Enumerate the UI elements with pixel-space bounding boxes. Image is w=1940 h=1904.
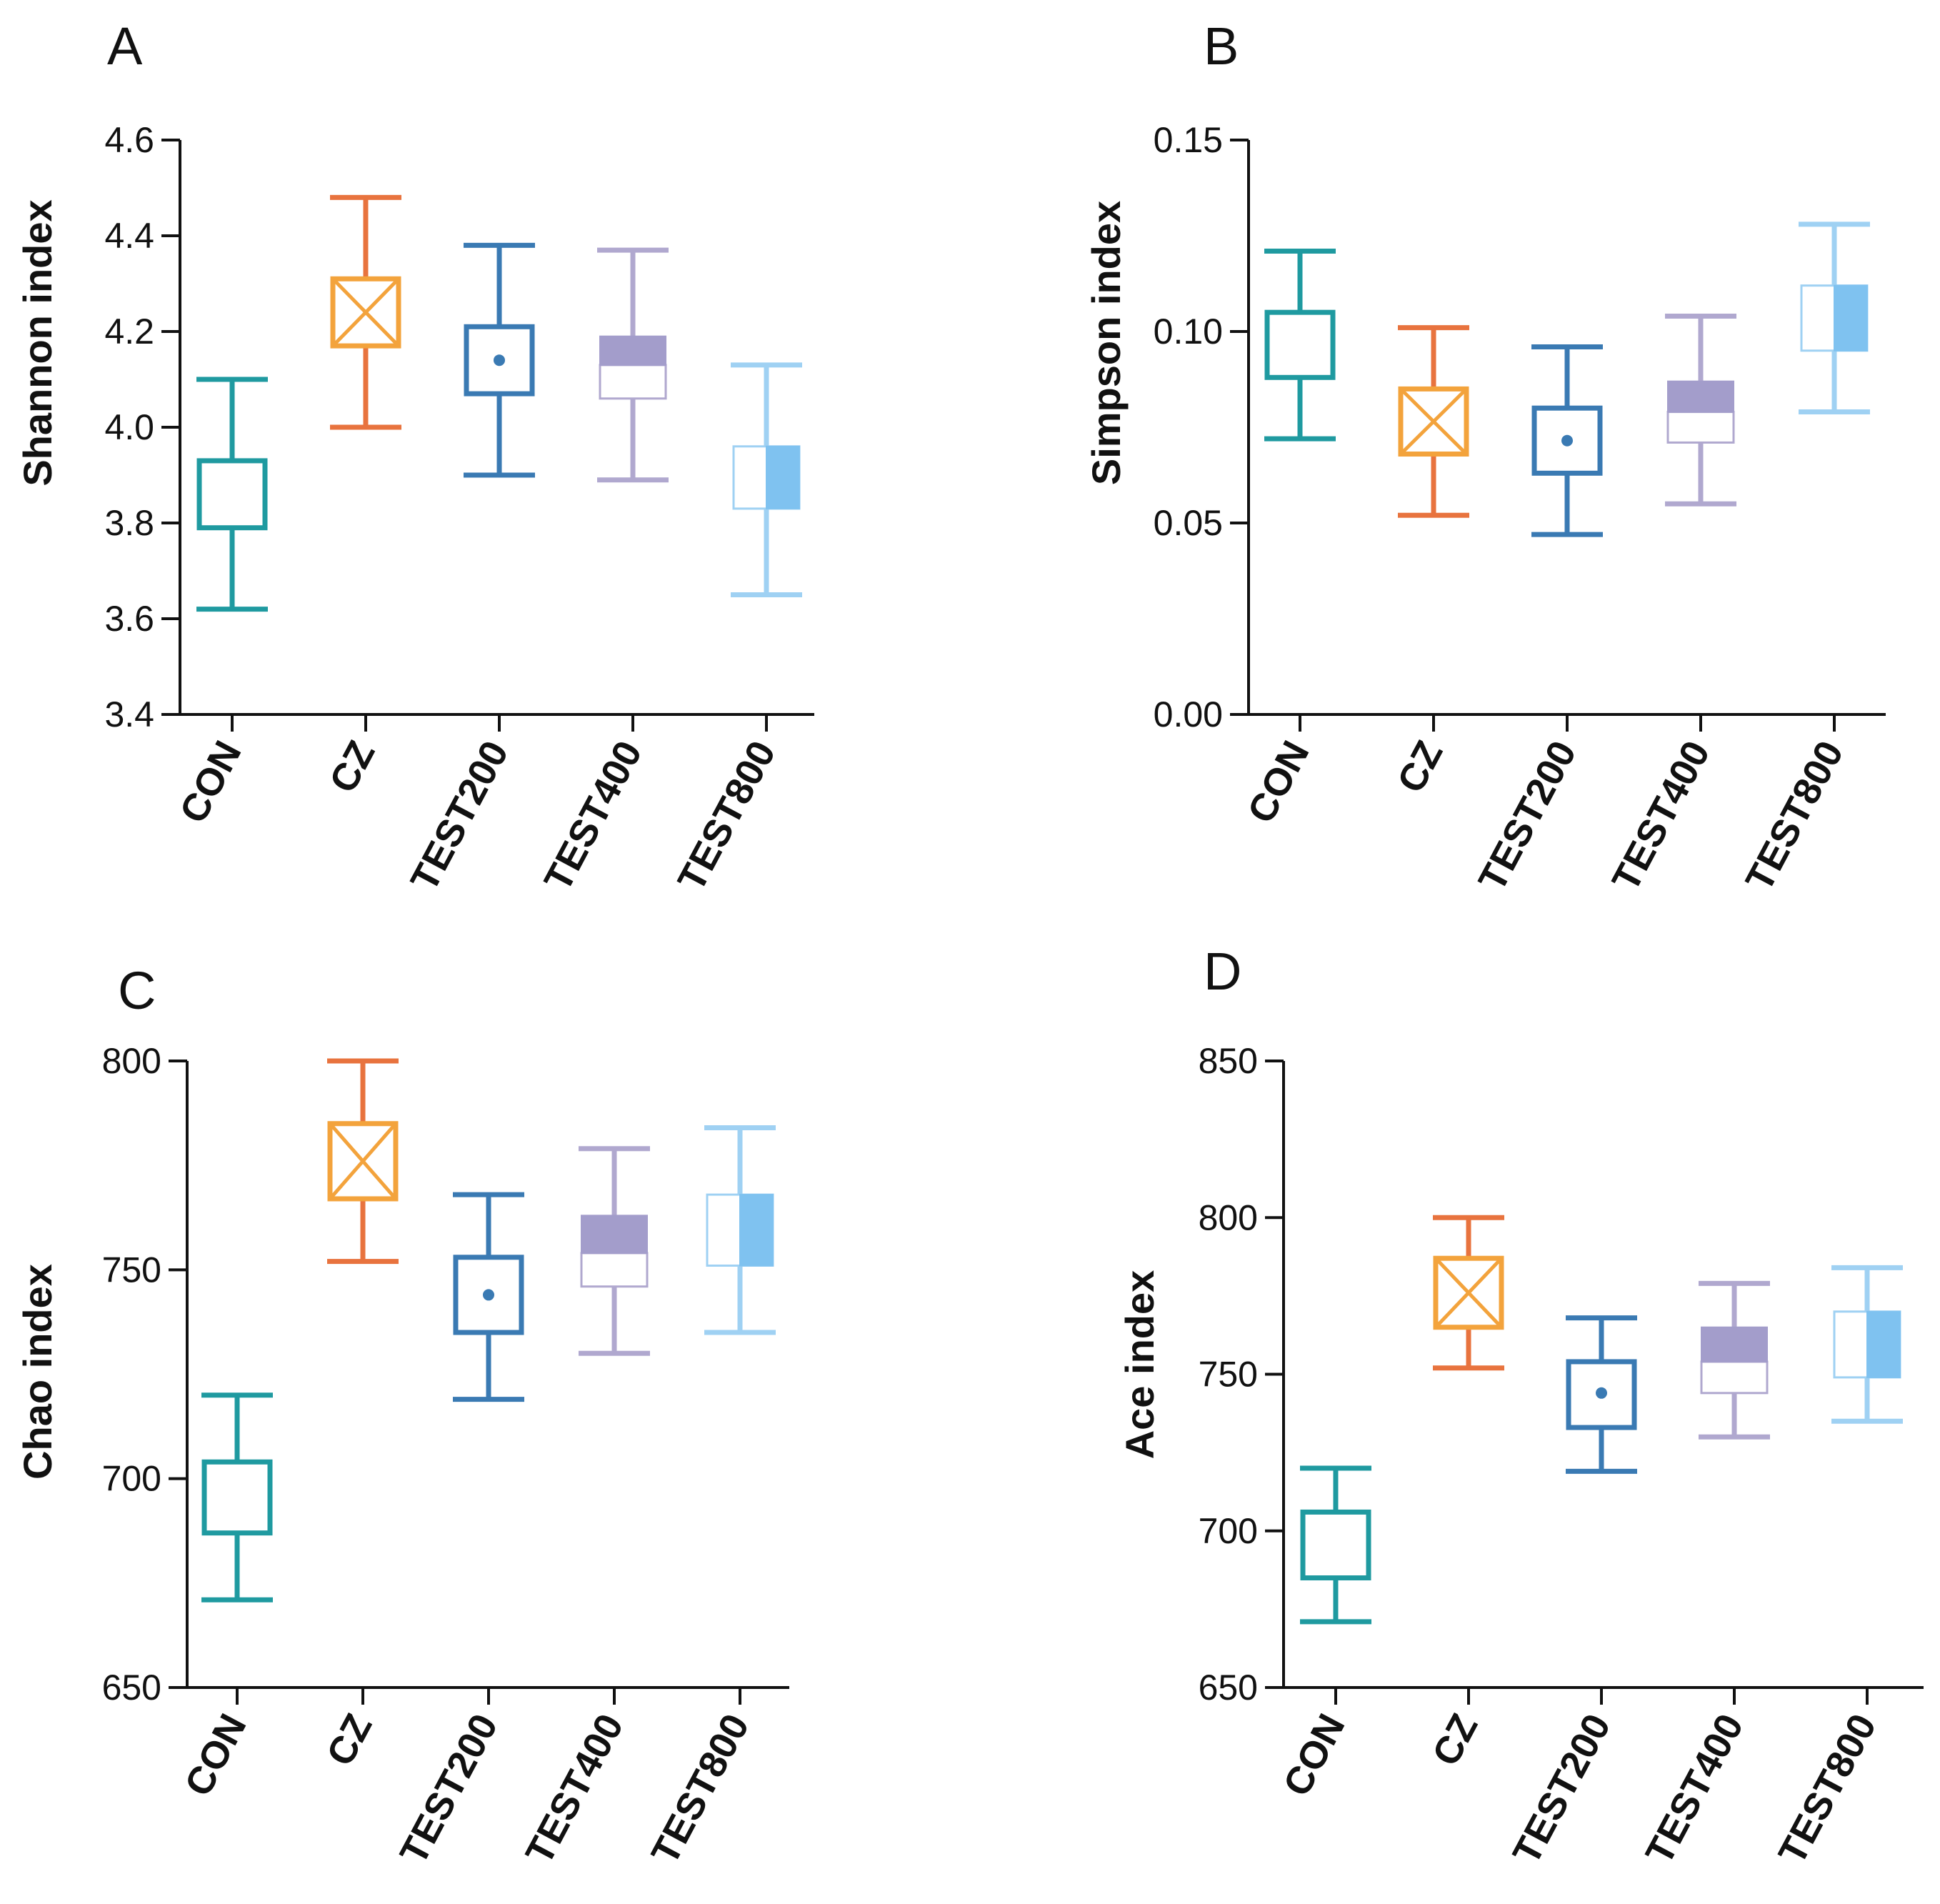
panel-letter: D	[1204, 942, 1241, 1001]
x-tick-label: CZ	[1389, 734, 1451, 799]
box-test200	[453, 1192, 524, 1402]
x-tick-label: CZ	[1424, 1707, 1486, 1773]
y-tick-label: 800	[102, 1041, 161, 1081]
box-iqr	[201, 1459, 273, 1536]
y-tick-label: 0.15	[1154, 120, 1223, 160]
y-tick-label: 4.0	[104, 407, 154, 447]
y-tick-label: 0.05	[1154, 503, 1223, 543]
y-tick-label: 4.2	[104, 311, 154, 352]
box-con	[1264, 248, 1336, 442]
y-axis-title: Ace index	[1117, 1270, 1162, 1460]
box-right-half	[1834, 284, 1868, 352]
x-tick-label: TEST800	[644, 1707, 758, 1871]
box-right-half	[1866, 1310, 1901, 1378]
box-test400	[1699, 1280, 1770, 1440]
box-upper-half	[1701, 1326, 1768, 1362]
box-upper-half	[599, 335, 666, 366]
x-tick-label: TEST200	[392, 1707, 506, 1871]
box-cz	[327, 1058, 399, 1265]
box-right-half	[739, 1194, 774, 1267]
box-upper-half	[1667, 380, 1734, 413]
y-axis-title: Simpson index	[1084, 201, 1129, 485]
y-tick-label: 0.00	[1154, 694, 1223, 734]
box-test400	[597, 247, 669, 483]
panel-a-shannon: A Shannon index 3.4 3.6 3.8 4.0 4.2 4.4 4.6 CON…	[15, 16, 814, 898]
box-upper-half	[581, 1215, 648, 1254]
x-tick-label: TEST200	[1505, 1707, 1619, 1871]
y-tick-label: 700	[1199, 1511, 1258, 1551]
median-dot	[1596, 1387, 1607, 1399]
y-axis-title: Shannon index	[15, 199, 60, 486]
box-lower-half	[1666, 411, 1735, 444]
x-tick-label: TEST400	[1604, 734, 1719, 898]
x-tick-label: CON	[171, 734, 249, 829]
y-tick-label: 4.6	[104, 120, 154, 160]
x-tick-label: CZ	[321, 734, 384, 799]
x-tick-label: TEST800	[1771, 1707, 1885, 1871]
y-tick-label: 850	[1199, 1041, 1258, 1081]
box-lower-half	[599, 364, 667, 400]
box-iqr	[196, 458, 268, 531]
box-test400	[579, 1146, 650, 1356]
x-tick-label: TEST400	[536, 734, 651, 898]
box-cz	[1433, 1215, 1504, 1371]
y-axis-title: Chao index	[15, 1264, 60, 1480]
x-tick-label: TEST400	[518, 1707, 632, 1871]
y-tick-label: 650	[1199, 1668, 1258, 1708]
y-tick-label: 650	[102, 1668, 161, 1708]
box-cross-line	[1434, 1257, 1503, 1329]
box-test800	[1799, 221, 1870, 415]
box-test200	[1531, 344, 1603, 537]
box-cz	[1398, 325, 1469, 518]
x-tick-label: TEST800	[1738, 734, 1852, 898]
y-tick-label: 750	[102, 1250, 161, 1290]
box-cz	[330, 194, 401, 430]
box-cross-line	[1399, 387, 1468, 456]
box-lower-half	[580, 1252, 649, 1288]
box-con	[196, 377, 268, 612]
box-test200	[464, 242, 535, 478]
x-tick-label: CON	[176, 1707, 254, 1803]
y-tick-label: 0.10	[1154, 311, 1223, 352]
box-cross-line	[329, 1122, 397, 1200]
x-tick-label: CON	[1239, 734, 1317, 829]
panel-letter: C	[118, 961, 156, 1020]
x-tick-label: TEST800	[670, 734, 784, 898]
box-test800	[1831, 1265, 1903, 1424]
y-tick-label: 4.4	[104, 216, 154, 256]
x-tick-label: CON	[1275, 1707, 1353, 1803]
box-con	[1300, 1465, 1371, 1625]
box-right-half	[766, 445, 800, 509]
y-tick-label: 800	[1199, 1197, 1258, 1237]
panel-letter: A	[107, 16, 143, 76]
y-tick-label: 3.8	[104, 503, 154, 543]
x-tick-label: CZ	[319, 1707, 381, 1773]
y-tick-label: 3.6	[104, 599, 154, 639]
box-test400	[1665, 314, 1736, 507]
y-tick-label: 750	[1199, 1355, 1258, 1395]
box-test800	[704, 1125, 776, 1335]
y-tick-label: 3.4	[104, 694, 154, 734]
box-lower-half	[1700, 1360, 1769, 1395]
box-iqr	[1264, 309, 1336, 380]
box-cross-line	[331, 277, 400, 347]
x-tick-label: TEST200	[403, 734, 517, 898]
box-test800	[731, 362, 802, 597]
box-con	[201, 1392, 273, 1603]
y-tick-label: 700	[102, 1459, 161, 1499]
panel-b-simpson: B Simpson index 0.00 0.05 0.10 0.15 CON CZ TES…	[1084, 16, 1886, 898]
box-test200	[1566, 1315, 1637, 1474]
x-tick-label: TEST200	[1471, 734, 1585, 898]
box-iqr	[1300, 1509, 1371, 1581]
median-dot	[483, 1289, 494, 1301]
median-dot	[1561, 434, 1573, 447]
panel-letter: B	[1204, 16, 1239, 76]
x-tick-label: TEST400	[1638, 1707, 1752, 1871]
median-dot	[494, 354, 505, 367]
